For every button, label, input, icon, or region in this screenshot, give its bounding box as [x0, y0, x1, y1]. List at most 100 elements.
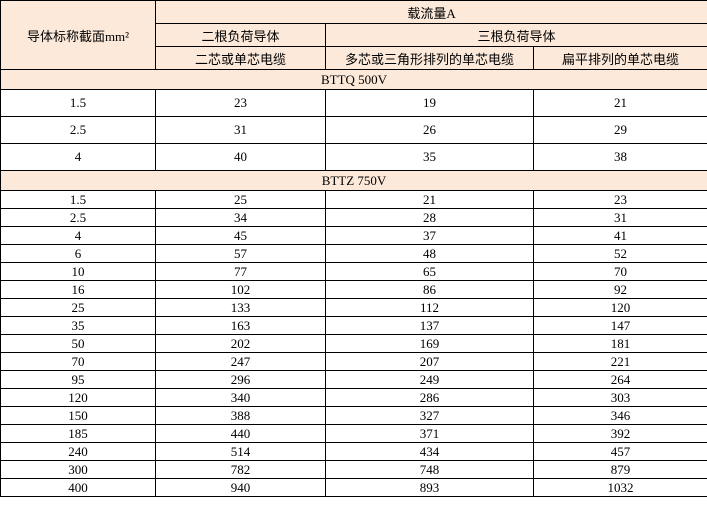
table-cell: 52 [534, 245, 707, 263]
table-cell: 41 [534, 227, 707, 245]
table-cell: 86 [326, 281, 534, 299]
table-cell: 181 [534, 335, 707, 353]
table-cell: 137 [326, 317, 534, 335]
table-cell: 10 [1, 263, 156, 281]
header-multi-core: 多芯或三角形排列的单芯电缆 [326, 47, 534, 70]
table-row: 185440371392 [1, 425, 707, 443]
header-cross-section: 导体标称截面mm² [1, 1, 156, 70]
table-header: 导体标称截面mm² 载流量A 二根负荷导体 三根负荷导体 二芯或单芯电缆 多芯或… [1, 1, 707, 70]
table-cell: 102 [156, 281, 326, 299]
table-cell: 21 [534, 90, 707, 117]
table-cell: 29 [534, 117, 707, 144]
header-three-conductors: 三根负荷导体 [326, 24, 707, 47]
table-cell: 25 [156, 191, 326, 209]
table-cell: 40 [156, 144, 326, 171]
table-cell: 28 [326, 209, 534, 227]
table-cell: 23 [156, 90, 326, 117]
table-cell: 65 [326, 263, 534, 281]
table-cell: 782 [156, 461, 326, 479]
table-cell: 133 [156, 299, 326, 317]
table-cell: 163 [156, 317, 326, 335]
header-two-conductors: 二根负荷导体 [156, 24, 326, 47]
table-cell: 50 [1, 335, 156, 353]
table-cell: 112 [326, 299, 534, 317]
table-cell: 19 [326, 90, 534, 117]
table-cell: 31 [534, 209, 707, 227]
table-cell: 21 [326, 191, 534, 209]
table-cell: 48 [326, 245, 534, 263]
table-cell: 35 [326, 144, 534, 171]
table-row: 95296249264 [1, 371, 707, 389]
table-cell: 400 [1, 479, 156, 497]
table-cell: 2.5 [1, 209, 156, 227]
table-cell: 303 [534, 389, 707, 407]
table-cell: 1.5 [1, 90, 156, 117]
table-cell: 70 [1, 353, 156, 371]
table-cell: 300 [1, 461, 156, 479]
table-cell: 327 [326, 407, 534, 425]
table-cell: 1.5 [1, 191, 156, 209]
table-row: 300782748879 [1, 461, 707, 479]
table-cell: 286 [326, 389, 534, 407]
table-cell: 16 [1, 281, 156, 299]
table-cell: 440 [156, 425, 326, 443]
table-cell: 371 [326, 425, 534, 443]
table-row: 4403538 [1, 144, 707, 171]
table-cell: 4 [1, 227, 156, 245]
table-cell: 34 [156, 209, 326, 227]
table-row: 4009408931032 [1, 479, 707, 497]
table-cell: 25 [1, 299, 156, 317]
table-row: 240514434457 [1, 443, 707, 461]
table-cell: 6 [1, 245, 156, 263]
table-row: 25133112120 [1, 299, 707, 317]
table-cell: 748 [326, 461, 534, 479]
table-row: 1.5231921 [1, 90, 707, 117]
table-cell: 92 [534, 281, 707, 299]
table-cell: 249 [326, 371, 534, 389]
table-cell: 893 [326, 479, 534, 497]
table-cell: 120 [1, 389, 156, 407]
table-cell: 38 [534, 144, 707, 171]
table-cell: 264 [534, 371, 707, 389]
table-cell: 169 [326, 335, 534, 353]
table-cell: 2.5 [1, 117, 156, 144]
table-cell: 514 [156, 443, 326, 461]
table-cell: 240 [1, 443, 156, 461]
table-cell: 147 [534, 317, 707, 335]
table-cell: 26 [326, 117, 534, 144]
table-cell: 457 [534, 443, 707, 461]
table-row: 161028692 [1, 281, 707, 299]
header-flat-core: 扁平排列的单芯电缆 [534, 47, 707, 70]
table-row: 6574852 [1, 245, 707, 263]
section-header: BTTQ 500V [1, 70, 707, 90]
table-cell: 4 [1, 144, 156, 171]
table-cell: 95 [1, 371, 156, 389]
header-two-core: 二芯或单芯电缆 [156, 47, 326, 70]
table-row: 150388327346 [1, 407, 707, 425]
table-cell: 45 [156, 227, 326, 245]
table-row: 2.5312629 [1, 117, 707, 144]
table-row: 70247207221 [1, 353, 707, 371]
table-cell: 434 [326, 443, 534, 461]
table-row: 50202169181 [1, 335, 707, 353]
table-cell: 77 [156, 263, 326, 281]
table-cell: 207 [326, 353, 534, 371]
table-cell: 57 [156, 245, 326, 263]
section-header: BTTZ 750V [1, 171, 707, 191]
table-cell: 202 [156, 335, 326, 353]
table-cell: 120 [534, 299, 707, 317]
table-row: 120340286303 [1, 389, 707, 407]
table-row: 4453741 [1, 227, 707, 245]
table-row: 2.5342831 [1, 209, 707, 227]
table-cell: 879 [534, 461, 707, 479]
table-cell: 1032 [534, 479, 707, 497]
table-cell: 940 [156, 479, 326, 497]
table-cell: 23 [534, 191, 707, 209]
current-capacity-table: 导体标称截面mm² 载流量A 二根负荷导体 三根负荷导体 二芯或单芯电缆 多芯或… [0, 0, 707, 497]
table-cell: 296 [156, 371, 326, 389]
table-row: 1.5252123 [1, 191, 707, 209]
table-cell: 70 [534, 263, 707, 281]
table-cell: 150 [1, 407, 156, 425]
table-cell: 340 [156, 389, 326, 407]
table-cell: 35 [1, 317, 156, 335]
